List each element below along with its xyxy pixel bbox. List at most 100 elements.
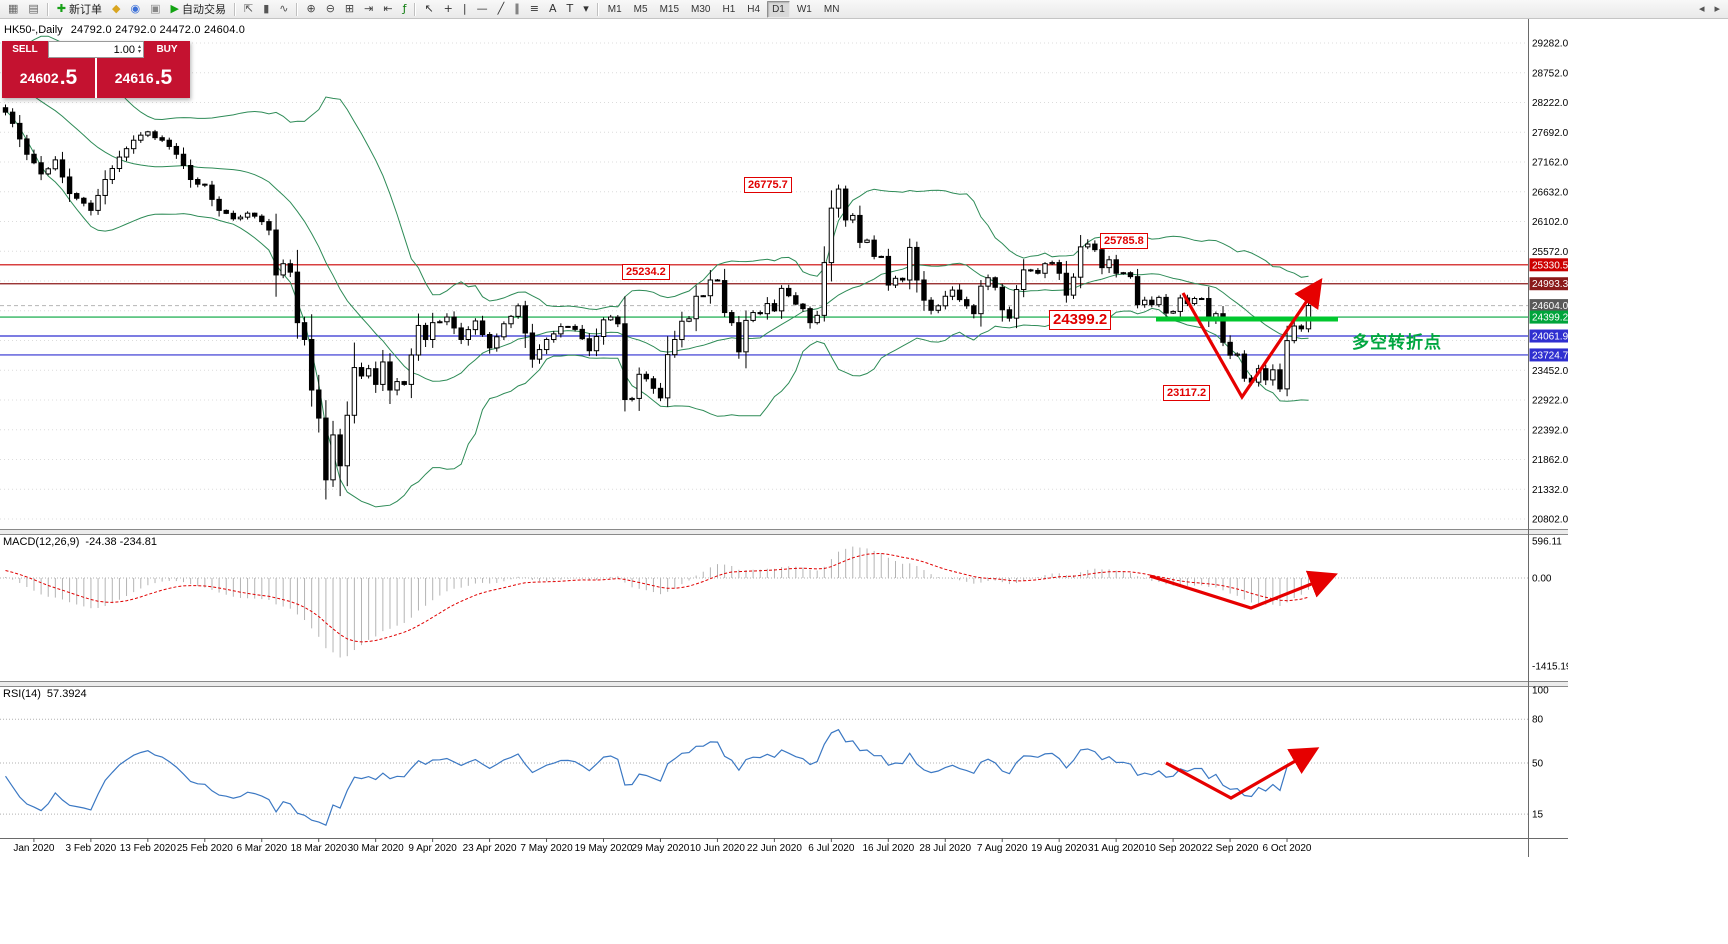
timeframe-d1-button[interactable]: D1: [767, 0, 790, 18]
fibonacci-icon[interactable]: ≡: [526, 0, 543, 18]
volume-up-button[interactable]: ▴: [137, 43, 141, 50]
timeframe-w1-button[interactable]: W1: [796, 3, 812, 15]
trendline-icon[interactable]: ╱: [494, 0, 509, 18]
fibonacci-icon: ≡: [529, 2, 539, 15]
price-chart-canvas[interactable]: 29282.0 28752.0 28222.0 27692.0 27162.0 26632…: [0, 19, 1568, 944]
indicators-icon[interactable]: ƒ: [399, 0, 411, 18]
date-axis-label: Jan 2020: [13, 843, 55, 854]
price-tag: [1529, 310, 1568, 324]
timeframe-h4-button[interactable]: H4: [747, 3, 761, 15]
zoom-in-button[interactable]: ⊕: [302, 0, 319, 18]
price-axis-label: 23452.0: [1532, 366, 1568, 377]
date-axis-label: 23 Apr 2020: [463, 843, 517, 854]
chart-shift-icon[interactable]: ⇤: [379, 0, 396, 18]
market-watch-icon: ◉: [130, 2, 141, 15]
timeframe-m1-button[interactable]: M1: [607, 3, 622, 15]
volume-down-button[interactable]: ▾: [137, 48, 141, 55]
metaeditor-icon[interactable]: ◆: [108, 0, 124, 18]
horizontal-line-icon: —: [476, 2, 488, 15]
profiles-icon: ▤: [28, 2, 39, 15]
cursor-icon[interactable]: ↖: [420, 0, 437, 18]
price-tag-label: 24993.3: [1532, 279, 1568, 290]
shapes-icon[interactable]: ▾: [579, 0, 593, 18]
price-axis-label: 29282.0: [1532, 39, 1568, 50]
zoom-out-button[interactable]: ⊖: [322, 0, 339, 18]
chart-window[interactable]: 29282.0 28752.0 28222.0 27692.0 27162.0 26632…: [0, 19, 1728, 944]
price-tag-label: 24061.9: [1532, 332, 1568, 343]
horizontal-line-icon[interactable]: —: [473, 0, 492, 18]
date-axis-label: 19 Aug 2020: [1031, 843, 1088, 854]
price-tag: [1529, 329, 1568, 343]
new-order-button[interactable]: ✚ 新订单: [53, 0, 106, 18]
auto-trading-button-label: 自动交易: [181, 4, 226, 16]
date-axis-label: 6 Oct 2020: [1263, 843, 1312, 854]
rsi-reversal-arrow[interactable]: [1165, 747, 1320, 800]
label-icon: T: [566, 2, 574, 15]
zoom-out-button: ⊖: [325, 2, 335, 15]
data-window-icon[interactable]: ▣: [146, 0, 164, 18]
label-icon[interactable]: T: [562, 0, 577, 18]
rsi-indicator-label: RSI(14) 57.3924: [3, 688, 87, 700]
date-axis-label: 16 Jul 2020: [862, 843, 914, 854]
profiles-icon[interactable]: ▤: [24, 0, 42, 18]
bar-chart-mode-icon[interactable]: ⇱: [240, 0, 257, 18]
toolbar-prev-icon[interactable]: ◂: [1698, 2, 1705, 15]
crosshair-icon[interactable]: +: [440, 0, 457, 18]
turning-point-annotation[interactable]: 多空转折点: [1352, 333, 1442, 352]
shapes-icon: ▾: [583, 2, 589, 15]
date-axis-label: 31 Aug 2020: [1088, 843, 1145, 854]
chart-shift-icon: ⇤: [383, 2, 393, 15]
timeframe-h1-button[interactable]: H1: [722, 3, 736, 15]
metaeditor-icon: ◆: [112, 2, 121, 15]
main-toolbar: ▦ ▤ ✚ 新订单 ◆ ◉ ▣ ▶ 自动交易 ⇱ ▮ ∿ ⊕ ⊖ ⊞ ⇥ ⇤ ƒ ↖ + | — ╱ ∥ ≡ A T ▾ M1 M5 M15…: [0, 0, 1728, 19]
price-axis-label: 27692.0: [1532, 128, 1568, 139]
cursor-icon: ↖: [424, 2, 434, 15]
timeframe-mn-button[interactable]: MN: [823, 3, 840, 15]
main-reversal-arrow[interactable]: [1181, 278, 1323, 401]
timeframe-m5-button[interactable]: M5: [633, 3, 648, 15]
auto-scroll-icon: ⇥: [364, 2, 374, 15]
macd-signal-line: [5, 552, 1309, 643]
candlestick-mode-icon[interactable]: ▮: [259, 0, 273, 18]
vertical-line-icon: |: [462, 2, 467, 15]
timeframe-m30-button[interactable]: M30: [691, 3, 711, 15]
timeframe-m15-button[interactable]: M15: [659, 3, 680, 15]
price-tag: [1529, 299, 1568, 313]
bollinger-band: [5, 35, 1309, 311]
text-icon[interactable]: A: [545, 0, 561, 18]
price-tag: [1529, 258, 1568, 272]
price-axis-label: 26632.0: [1532, 187, 1568, 198]
rsi-value: 57.3924: [46, 688, 87, 700]
price-tag: [1529, 277, 1568, 291]
toolbar-next-icon[interactable]: ▸: [1714, 2, 1720, 15]
price-tag-label: 23724.7: [1532, 350, 1568, 361]
buy-price-button[interactable]: 24616.5: [97, 58, 190, 98]
macd-axis-label: 596.11: [1532, 537, 1562, 548]
charts-window-icon: ▦: [8, 2, 19, 15]
market-watch-icon[interactable]: ◉: [127, 0, 145, 18]
indicators-icon: ƒ: [402, 2, 407, 15]
buy-label: BUY: [144, 41, 190, 58]
vertical-line-icon[interactable]: |: [459, 0, 471, 18]
volume-input[interactable]: 1.00 ▴ ▾: [48, 41, 144, 58]
line-chart-mode-icon[interactable]: ∿: [275, 0, 292, 18]
date-axis-label: 6 Mar 2020: [236, 843, 287, 854]
sell-price-button[interactable]: 24602.5: [2, 58, 95, 98]
date-axis-label: 6 Jul 2020: [808, 843, 855, 854]
auto-scroll-icon[interactable]: ⇥: [360, 0, 377, 18]
rsi-axis-label: 50: [1532, 759, 1544, 770]
tile-windows-icon[interactable]: ⊞: [341, 0, 358, 18]
macd-reversal-arrow[interactable]: [1149, 570, 1338, 610]
tile-windows-icon: ⊞: [344, 2, 355, 15]
date-axis-label: 7 Aug 2020: [977, 843, 1028, 854]
candlestick-series: [2, 104, 1312, 500]
date-axis-label: 25 Feb 2020: [177, 843, 234, 854]
charts-window-icon[interactable]: ▦: [4, 0, 22, 18]
price-tag-label: 25330.5: [1532, 260, 1568, 271]
data-window-icon: ▣: [150, 2, 161, 15]
date-axis-label: 29 May 2020: [632, 843, 690, 854]
auto-trading-button[interactable]: ▶ 自动交易: [167, 0, 230, 18]
channel-icon[interactable]: ∥: [510, 0, 524, 18]
bar-chart-mode-icon: ⇱: [243, 2, 254, 15]
